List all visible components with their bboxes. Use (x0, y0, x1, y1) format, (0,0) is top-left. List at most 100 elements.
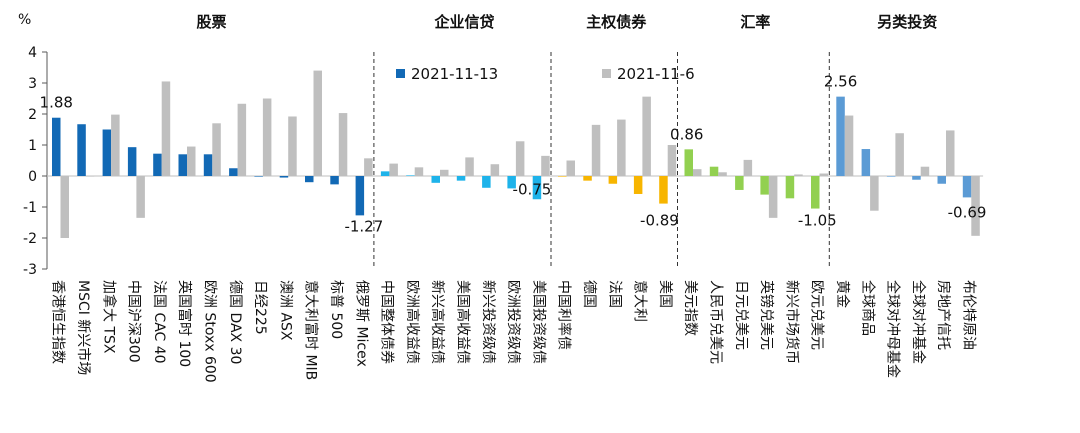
bar-series-2 (212, 123, 221, 176)
y-tick-label: 2 (28, 107, 37, 123)
category-label: 全球对冲基金 (910, 280, 927, 364)
bar-series-1 (861, 149, 871, 176)
bar-series-1 (305, 176, 314, 183)
group-label: 股票 (196, 13, 226, 31)
bar-series-2 (338, 113, 348, 176)
category-label: 香港恒生指数 (50, 280, 66, 364)
y-tick-label: 1 (28, 138, 37, 154)
group-label: 企业信贷 (433, 13, 494, 31)
y-tick-label: -2 (23, 231, 37, 247)
bar-series-1 (684, 149, 693, 176)
bar-series-2 (566, 160, 575, 176)
category-label: 意大利 (632, 280, 649, 322)
bar-series-2 (440, 169, 449, 176)
category-label: 美国 (657, 280, 673, 308)
bar-series-1 (659, 176, 668, 204)
bar-series-2 (515, 141, 525, 176)
bar-series-2 (313, 70, 322, 176)
bar-series-2 (743, 159, 753, 176)
bar-series-2 (414, 167, 424, 176)
bar-series-1 (608, 176, 618, 184)
category-label: 日元兑美元 (733, 280, 749, 350)
data-label: -1.27 (344, 217, 383, 235)
category-label: 新兴高收益债 (429, 280, 446, 364)
bar-series-2 (642, 96, 651, 176)
category-label: 欧洲 Stoxx 600 (201, 280, 217, 383)
category-label: 俄罗斯 Micex (353, 280, 369, 367)
bar-series-2 (364, 158, 373, 176)
category-label: 全球商品 (859, 280, 876, 336)
data-label: -1.05 (798, 212, 837, 230)
bar-series-2 (768, 176, 778, 218)
bar-series-2 (794, 174, 803, 176)
category-label: 新兴投资级债 (480, 280, 496, 364)
category-label: 中国利率债 (556, 280, 573, 350)
bar-series-1 (836, 96, 845, 176)
category-label: 澳洲 ASX (277, 280, 293, 341)
bar-series-2 (465, 157, 474, 176)
bar-series-2 (693, 169, 702, 176)
bar-series-2 (844, 115, 854, 176)
y-unit-label: % (18, 12, 31, 28)
data-label: 0.86 (670, 125, 703, 143)
legend-label-series-2: 2021-11-6 (617, 65, 695, 83)
bar-series-2 (187, 146, 196, 176)
bar-series-2 (920, 166, 930, 176)
bar-series-2 (490, 164, 500, 176)
bar-series-1 (811, 176, 820, 209)
category-label: 中国沪深300 (126, 280, 142, 363)
bar-series-1 (558, 176, 567, 177)
data-label: 2.56 (824, 73, 857, 91)
category-label: 新兴市场货币 (783, 280, 800, 364)
legend-swatch-series-2 (602, 69, 611, 78)
group-label: 另类投资 (877, 13, 937, 31)
category-label: 法国 CAC 40 (151, 280, 167, 364)
bar-series-1 (760, 176, 769, 195)
bar-series-2 (237, 103, 247, 176)
bar-series-1 (937, 176, 946, 184)
bar-series-1 (735, 176, 744, 190)
bar-series-1 (355, 176, 365, 216)
bar-series-1 (532, 176, 542, 200)
bar-series-2 (60, 176, 69, 238)
legend-swatch-series-1 (396, 69, 405, 78)
category-label: 布伦特原油 (960, 280, 976, 350)
category-label: 欧洲投资级债 (505, 280, 521, 364)
legend-label-series-1: 2021-11-13 (411, 65, 498, 83)
bar-series-1 (583, 176, 592, 181)
bar-series-1 (279, 176, 289, 178)
category-label: 美元指数 (682, 280, 698, 336)
bar-series-1 (456, 176, 466, 181)
bar-series-1 (178, 154, 187, 176)
bar-series-1 (77, 124, 86, 176)
bar-series-2 (870, 176, 879, 211)
bar-series-1 (482, 176, 491, 188)
bar-series-2 (136, 176, 145, 218)
group-label: 汇率 (740, 13, 770, 31)
bar-series-1 (254, 176, 263, 177)
y-tick-label: -3 (23, 262, 37, 278)
category-label: 意大利富时 MIB (303, 280, 320, 380)
bar-series-1 (127, 147, 137, 176)
category-label: 德国 DAX 30 (227, 280, 243, 364)
bar-series-1 (52, 117, 61, 176)
category-label: 日经225 (252, 280, 268, 335)
bar-series-1 (507, 176, 516, 189)
bar-series-2 (946, 130, 955, 176)
bar-series-1 (330, 176, 339, 185)
category-label: 美国高收益债 (454, 280, 471, 364)
bar-series-1 (709, 166, 719, 176)
category-label: 人民币兑美元 (707, 280, 723, 364)
data-label: -0.69 (948, 203, 987, 221)
bar-series-1 (912, 176, 921, 180)
y-tick-label: 3 (28, 76, 37, 92)
category-label: 美国投资级债 (530, 280, 546, 364)
bar-series-2 (262, 98, 272, 176)
bar-series-2 (591, 124, 601, 176)
bar-series-2 (971, 176, 980, 236)
bar-series-1 (102, 129, 112, 176)
category-label: 标普 500 (328, 280, 344, 339)
category-label: 全球对冲母基金 (885, 280, 902, 378)
